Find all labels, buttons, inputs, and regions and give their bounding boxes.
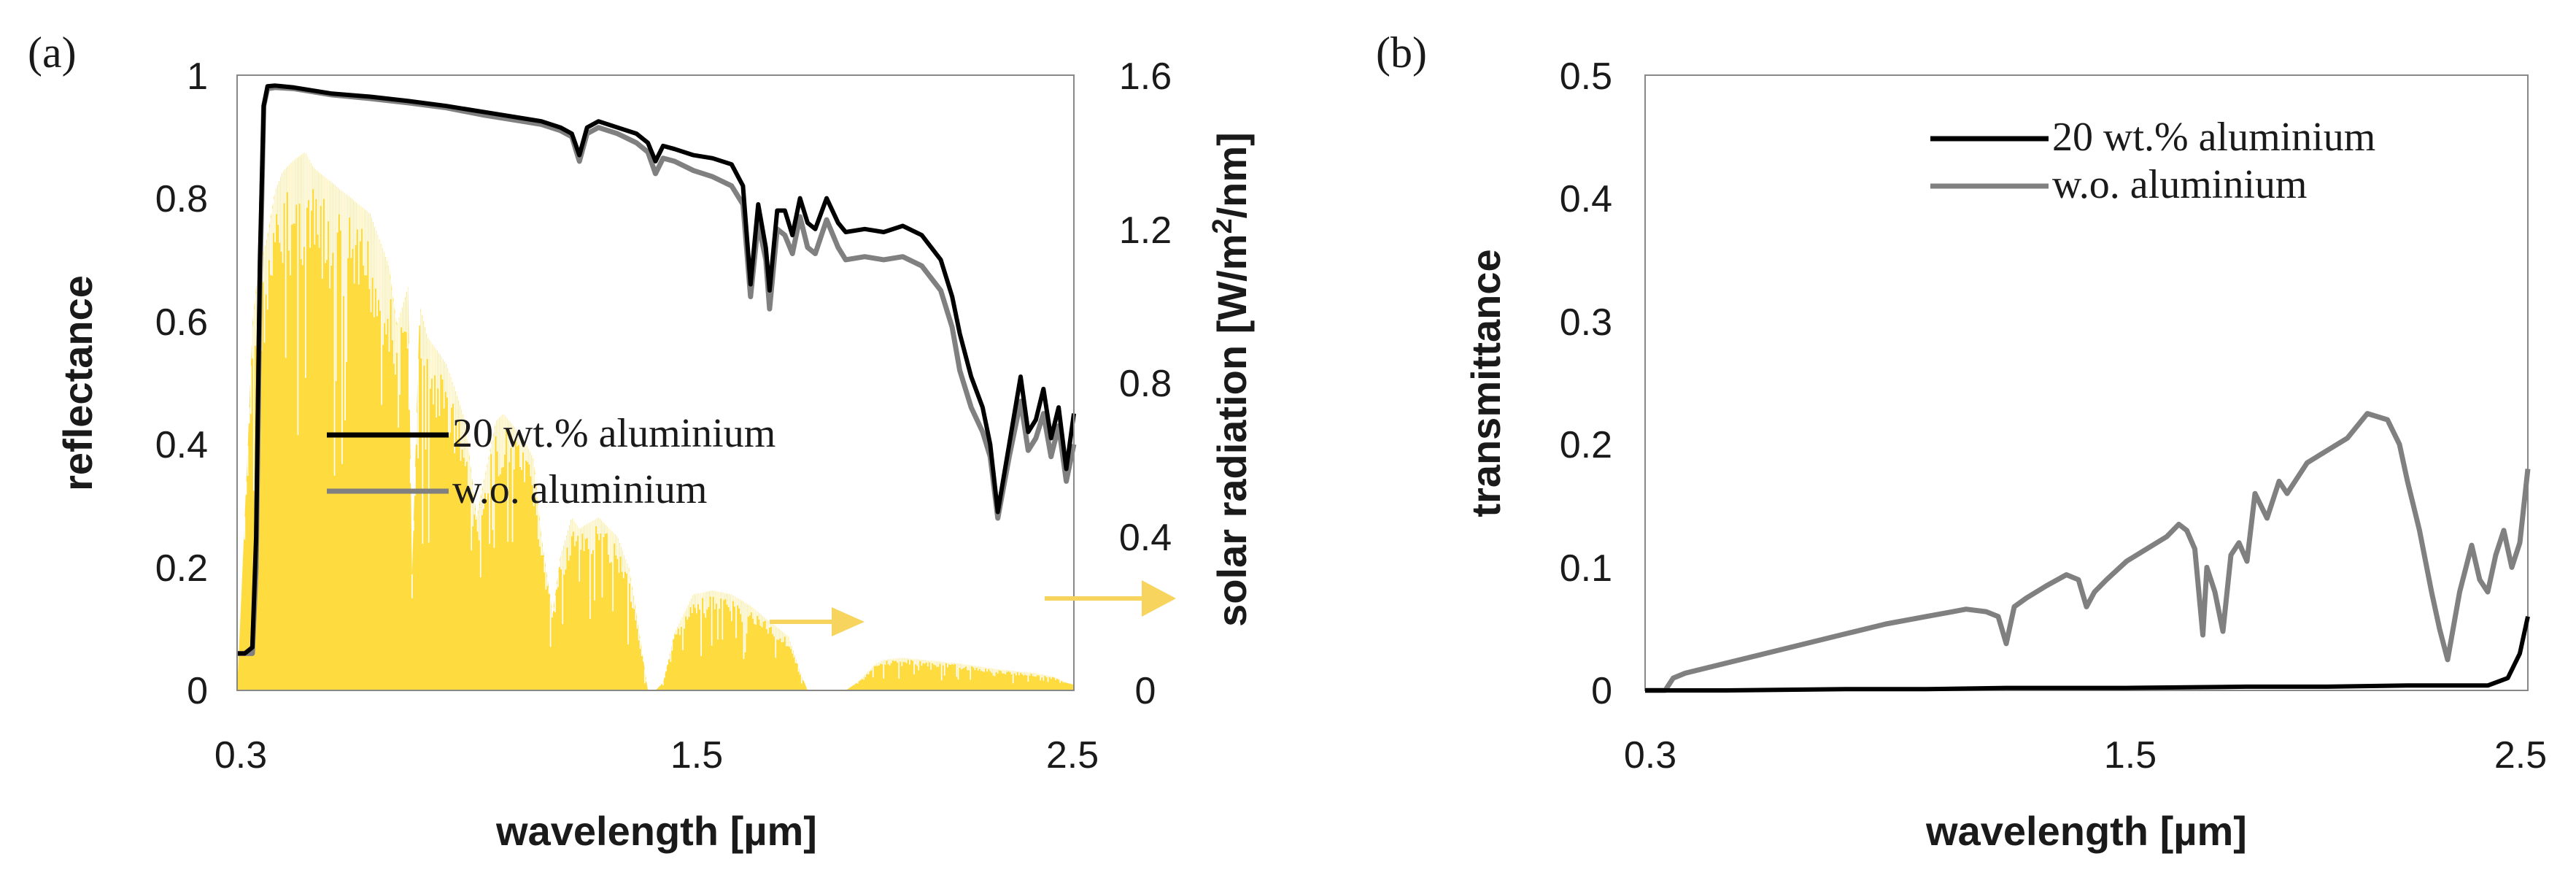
panel-a-y2-axis-label: solar radiation [W/m2/nm] — [1207, 132, 1255, 627]
y2-label-main: solar radiation [W/m — [1209, 234, 1255, 627]
y-tick-label: 0.5 — [1560, 55, 1612, 98]
y-tick-label: 0.2 — [155, 547, 208, 590]
x-tick-label: 0.3 — [1624, 734, 1676, 777]
legend-label-20wt: 20 wt.% aluminium — [2052, 115, 2375, 160]
series-line-20wt-aluminium — [1645, 616, 2530, 693]
panel-b-plot-frame — [1644, 74, 2529, 691]
y-tick-label: 0.4 — [155, 424, 208, 466]
panel-b-y-ticks: 0 0.1 0.2 0.3 0.4 0.5 — [1560, 55, 1612, 712]
panel-b-label: (b) — [1376, 28, 1427, 77]
panel-a-y-ticks: 0 0.2 0.4 0.6 0.8 1 — [155, 55, 208, 712]
arrow-head — [1142, 580, 1176, 617]
x-tick-label: 0.3 — [214, 734, 267, 777]
y2-tick-label: 1.2 — [1119, 209, 1172, 252]
x-tick-label: 2.5 — [2494, 734, 2547, 777]
arrow-head — [832, 607, 865, 636]
panel-a-label: (a) — [28, 28, 77, 77]
y2-tick-label: 0 — [1135, 670, 1156, 712]
y-tick-label: 0.4 — [1560, 178, 1612, 220]
panel-b-x-axis-label: wavelength [µm] — [1925, 808, 2247, 854]
y-tick-label: 0.6 — [155, 301, 208, 344]
panel-b-legend: 20 wt.% aluminium w.o. aluminium — [1930, 115, 2375, 207]
y2-label-sup: 2 — [1207, 218, 1238, 234]
legend-label-wo: w.o. aluminium — [452, 467, 707, 512]
solar-axis-arrows — [770, 580, 1176, 636]
panel-b-y-axis-label: transmittance — [1463, 249, 1509, 517]
panel-a-legend: 20 wt.% aluminium w.o. aluminium — [327, 411, 775, 512]
x-tick-label: 2.5 — [1046, 734, 1099, 777]
y-tick-label: 1 — [187, 55, 208, 98]
panel-a-frame-overlay — [236, 74, 1075, 691]
y2-tick-label: 1.6 — [1119, 55, 1172, 98]
y2-tick-label: 0.4 — [1119, 517, 1172, 559]
panel-a-y2-ticks: 0 0.4 0.8 1.2 1.6 — [1119, 55, 1172, 712]
y2-tick-label: 0.8 — [1119, 363, 1172, 405]
panel-a: (a) 0 0.2 0.4 0.6 0.8 1 0 0.4 0.8 1.2 1.… — [28, 28, 1255, 854]
y-tick-label: 0.1 — [1560, 547, 1612, 590]
panel-b: (b) 0 0.1 0.2 0.3 0.4 0.5 0.3 1.5 2.5 wa… — [1376, 28, 2547, 854]
panel-a-y-axis-label: reflectance — [55, 275, 101, 491]
series-line-wo-aluminium — [1645, 411, 2531, 693]
y-tick-label: 0.8 — [155, 178, 208, 220]
legend-label-wo: w.o. aluminium — [2052, 162, 2307, 207]
y2-label-tail: /nm] — [1209, 132, 1255, 218]
x-tick-label: 1.5 — [670, 734, 723, 777]
panel-a-x-ticks: 0.3 1.5 2.5 — [214, 734, 1099, 777]
series-line-20wt-aluminium — [237, 83, 1076, 656]
x-tick-label: 1.5 — [2104, 734, 2157, 777]
panel-b-x-ticks: 0.3 1.5 2.5 — [1624, 734, 2547, 777]
solar-radiation-spikes — [244, 151, 1066, 685]
y-tick-label: 0 — [1591, 670, 1612, 712]
legend-label-20wt: 20 wt.% aluminium — [452, 411, 775, 456]
panel-a-x-axis-label: wavelength [µm] — [495, 808, 817, 854]
y-tick-label: 0 — [187, 670, 208, 712]
y-tick-label: 0.3 — [1560, 301, 1612, 344]
y-tick-label: 0.2 — [1560, 424, 1612, 466]
solar-radiation-area — [237, 152, 1074, 690]
